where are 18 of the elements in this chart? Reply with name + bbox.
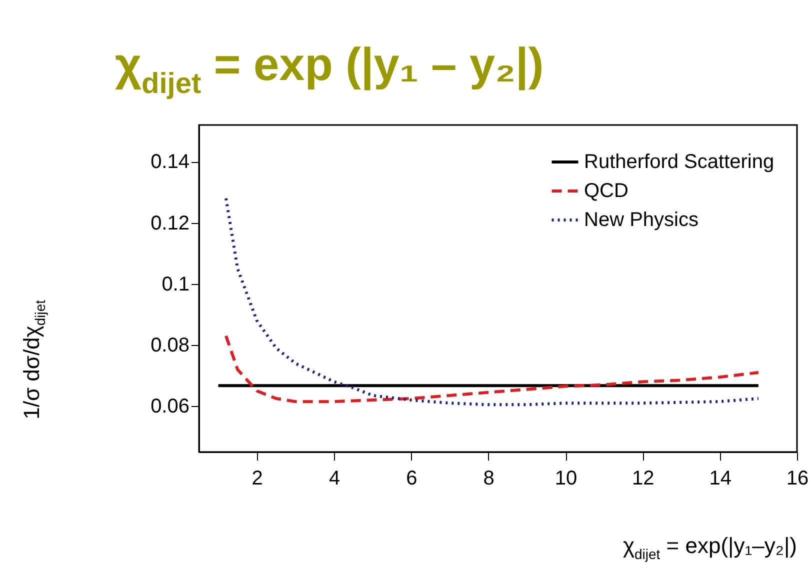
- x-tick-label: 10: [554, 468, 578, 490]
- x-tick-label: 14: [709, 468, 732, 490]
- x-tick-label: 6: [406, 468, 418, 490]
- legend-label: QCD: [584, 180, 628, 202]
- y-tick-label: 0.12: [150, 212, 190, 234]
- line-series: [224, 334, 760, 404]
- x-tick-label: 4: [328, 468, 340, 490]
- legend-label: Rutherford Scattering: [584, 151, 774, 173]
- y-axis-title: 1/σ dσ/dχdijet: [19, 300, 48, 420]
- y-tick-label: 0.14: [150, 151, 190, 174]
- x-tick-label: 12: [632, 468, 654, 490]
- y-tick-label: 0.1: [162, 273, 190, 296]
- x-tick-label: 16: [786, 468, 809, 490]
- x-tick-label: 2: [252, 468, 263, 490]
- y-tick-label: 0.08: [150, 334, 190, 357]
- y-tick-label: 0.06: [150, 396, 190, 418]
- x-tick-label: 8: [483, 468, 494, 490]
- legend-label: New Physics: [584, 209, 698, 231]
